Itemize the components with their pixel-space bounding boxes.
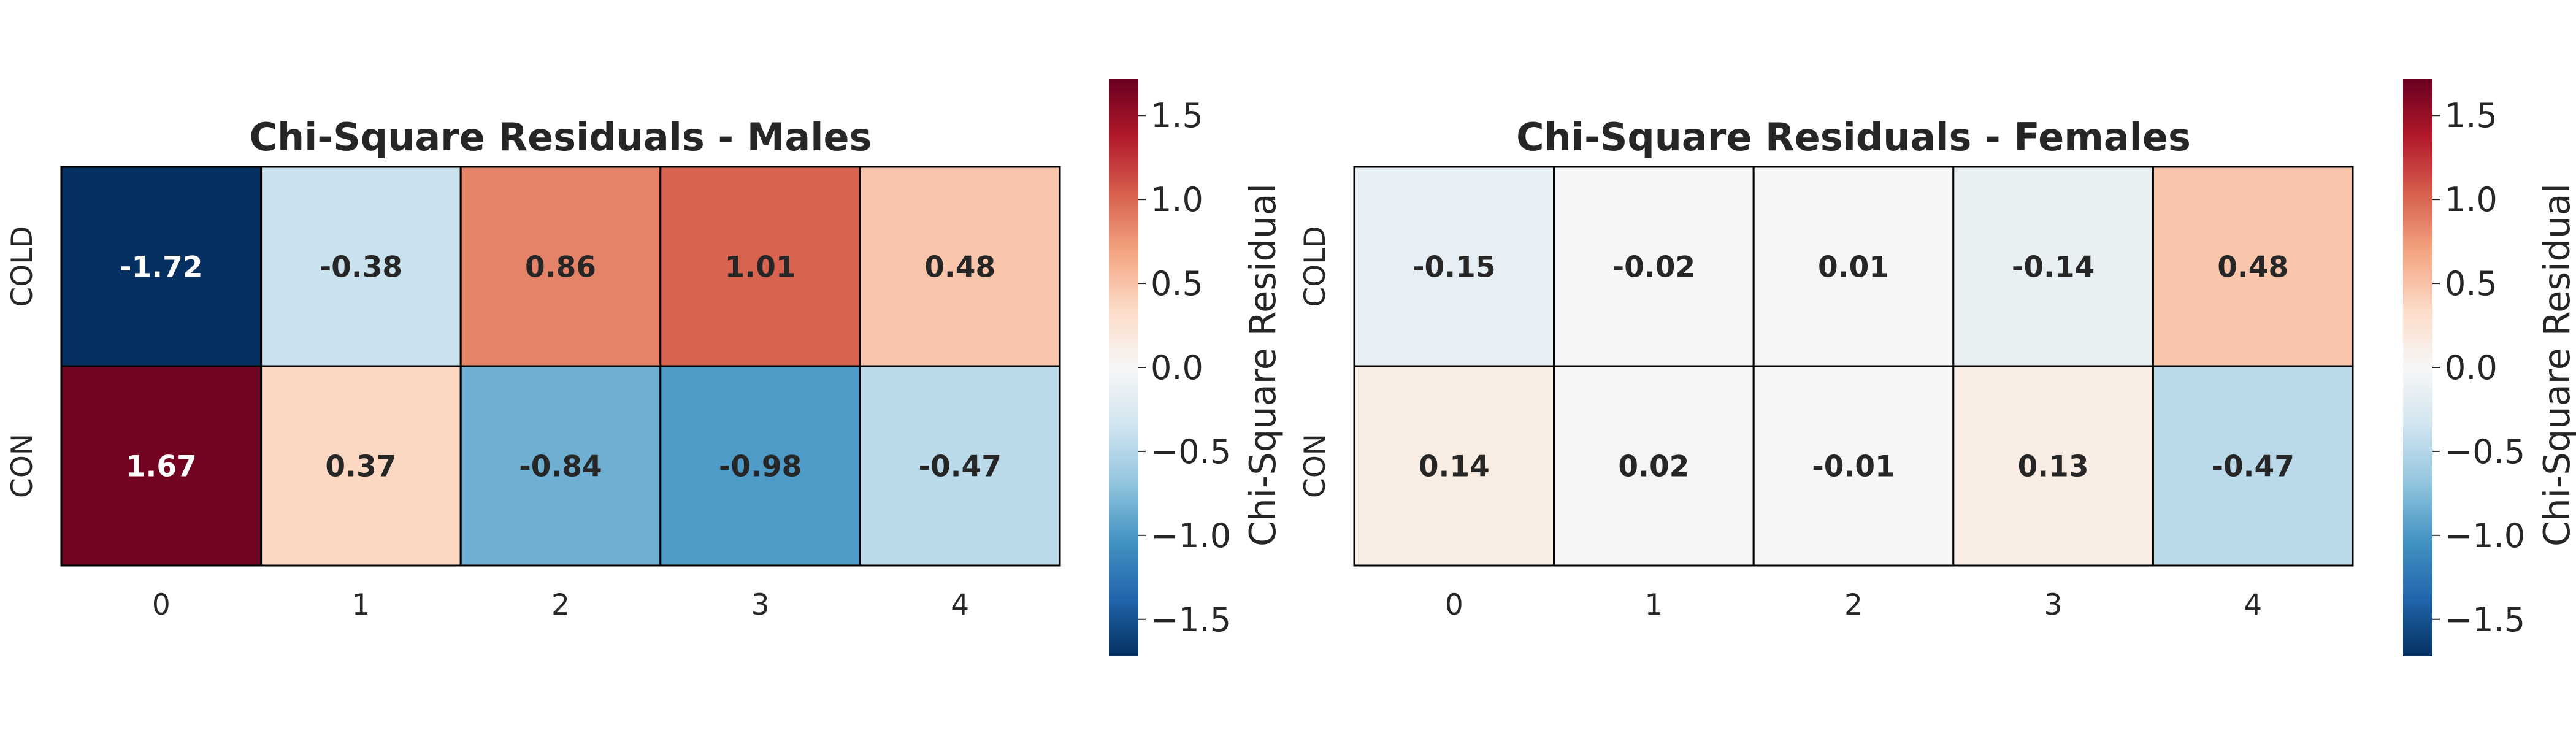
cell-value-label: 0.02 <box>1618 450 1689 484</box>
colorbar-tick-label: 0.0 <box>1151 348 1203 387</box>
heatmap-cell <box>459 166 662 367</box>
heatmap-cell <box>1952 365 2154 567</box>
heatmap-cell <box>60 365 263 567</box>
cell-value-label: -1.72 <box>120 251 202 285</box>
heatmap-cell <box>1553 166 1755 367</box>
cell-value-label: -0.38 <box>320 251 402 285</box>
heatmap-panel-2: Chi-Square Residuals - Females -0.15 -0.02… <box>1298 79 2576 656</box>
x-tick-label: 1 <box>351 588 370 622</box>
colorbar-tick-label: −1.0 <box>1151 516 1231 555</box>
colorbar-tick-label: 1.0 <box>1151 180 1203 219</box>
cell-value-label: 0.48 <box>2217 251 2288 285</box>
y-tick-label: CON <box>1298 434 1332 498</box>
cell-value-label: 0.86 <box>525 251 596 285</box>
y-tick-label: CON <box>6 434 39 498</box>
heatmap-cell <box>1553 365 1755 567</box>
cell-value-label: -0.98 <box>719 450 802 484</box>
colorbar-tick-label: −0.5 <box>1151 432 1231 471</box>
x-tick-label: 1 <box>1644 588 1663 622</box>
cell-value-label: 0.13 <box>2018 450 2089 484</box>
colorbar-tick-label: 1.5 <box>2445 96 2497 135</box>
colorbar-tick-label: 1.0 <box>2445 180 2497 219</box>
colorbar-tick-label: −1.5 <box>2445 600 2525 639</box>
heatmap-cell <box>1952 166 2154 367</box>
cell-value-label: 0.14 <box>1419 450 1490 484</box>
x-tick-label: 2 <box>551 588 570 622</box>
cell-value-label: 0.01 <box>1818 251 1889 285</box>
colorbar-tick-label: 1.5 <box>1151 96 1203 135</box>
colorbar-gradient <box>2403 79 2432 656</box>
heatmap-cell <box>1353 365 1555 567</box>
x-tick-label: 3 <box>2044 588 2063 622</box>
heatmap-panel-1: Chi-Square Residuals - Males -1.72 -0.38 0.… <box>6 79 1284 656</box>
colorbar-gradient <box>1109 79 1138 656</box>
cell-value-label: -0.47 <box>918 450 1001 484</box>
heatmap-cell <box>260 365 462 567</box>
cell-value-label: -0.84 <box>519 450 602 484</box>
colorbar-label: Chi-Square Residual <box>1241 183 1284 546</box>
x-tick-label: 4 <box>951 588 969 622</box>
heatmap-cell <box>459 365 662 567</box>
x-tick-label: 0 <box>152 588 171 622</box>
cell-value-label: -0.01 <box>1812 450 1895 484</box>
x-tick-label: 3 <box>751 588 770 622</box>
x-tick-label: 0 <box>1445 588 1463 622</box>
cell-value-label: -0.02 <box>1612 251 1695 285</box>
cell-value-label: 1.01 <box>725 251 796 285</box>
colorbar: 1.5 1.0 0.5 0.0 −0.5 −1.0 −1.5 Chi-Square Resid… <box>1109 79 1284 656</box>
heatmap-cell <box>859 166 1061 367</box>
colorbar-tick-label: −1.0 <box>2445 516 2525 555</box>
cell-value-label: -0.47 <box>2211 450 2294 484</box>
heatmap-cell <box>659 166 861 367</box>
x-tick-label: 4 <box>2244 588 2262 622</box>
colorbar-tick-label: 0.5 <box>1151 264 1203 303</box>
cell-value-label: -0.14 <box>2012 251 2095 285</box>
colorbar-tick-label: 0.0 <box>2445 348 2497 387</box>
colorbar: 1.5 1.0 0.5 0.0 −0.5 −1.0 −1.5 Chi-Square Resid… <box>2403 79 2576 656</box>
heatmap-cell <box>2152 166 2354 367</box>
colorbar-tick-label: −0.5 <box>2445 432 2525 471</box>
panel-title: Chi-Square Residuals - Males <box>250 115 872 159</box>
colorbar-label: Chi-Square Residual <box>2536 183 2576 546</box>
heatmap-cell <box>60 166 263 367</box>
cell-value-label: -0.15 <box>1413 251 1495 285</box>
heatmap-cell <box>859 365 1061 567</box>
heatmap-cell <box>1752 365 1955 567</box>
y-tick-label: COLD <box>6 226 39 307</box>
heatmap-cell <box>260 166 462 367</box>
heatmap-cell <box>2152 365 2354 567</box>
cell-value-label: 1.67 <box>126 450 197 484</box>
y-tick-label: COLD <box>1298 226 1332 307</box>
heatmap-cell <box>1353 166 1555 367</box>
colorbar-tick-label: 0.5 <box>2445 264 2497 303</box>
colorbar-tick-label: −1.5 <box>1151 600 1231 639</box>
heatmap-cell <box>1752 166 1955 367</box>
panel-title: Chi-Square Residuals - Females <box>1516 115 2191 159</box>
cell-value-label: 0.48 <box>924 251 995 285</box>
x-tick-label: 2 <box>1844 588 1863 622</box>
heatmap-cell <box>659 365 861 567</box>
cell-value-label: 0.37 <box>325 450 396 484</box>
